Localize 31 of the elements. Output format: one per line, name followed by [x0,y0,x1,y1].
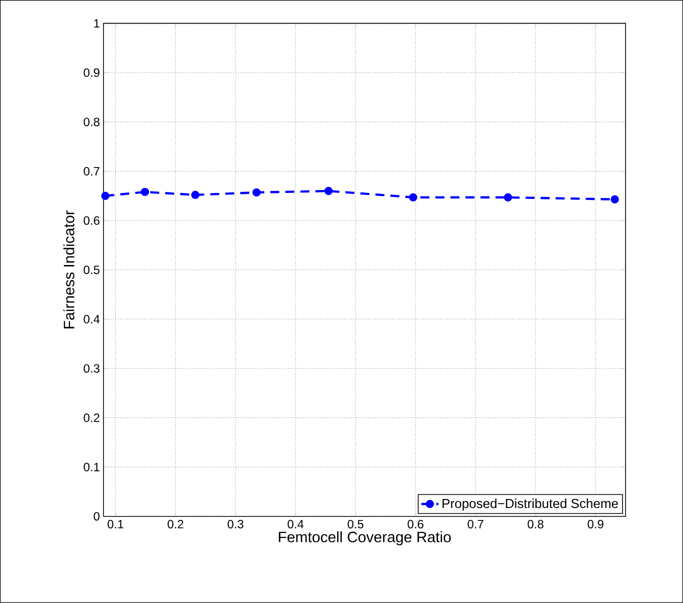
point [504,193,512,202]
point [252,188,261,197]
y-tick-label: 0.1 [84,462,100,472]
x-tick-label: 0.2 [168,520,184,528]
legend-label: Proposed−Distributed Scheme [442,498,618,511]
y-tick-label: 0.2 [84,414,100,422]
y-axis-title: Fairness Indicator [63,210,74,328]
point [101,192,110,200]
x-tick-label: 0.1 [108,520,124,528]
y-tick-label: 0.3 [84,364,100,373]
y-tick-label: 0.4 [84,314,100,324]
y-tick-label: 0.5 [84,266,100,274]
point [191,190,200,200]
y-tick-label: 0.8 [84,118,100,126]
x-tick-label: 0.4 [288,520,304,528]
y-tick-label: 0.6 [84,216,100,225]
point [140,188,150,196]
y-tick-label: 0 [94,512,100,521]
y-tick-label: 0.9 [84,68,100,77]
point [610,195,619,204]
y-tick-label: 0.7 [84,167,100,176]
x-axis-title: Femtocell Coverage Ratio [278,531,451,546]
x-tick-label: 0.5 [348,520,364,528]
point [409,193,418,202]
x-tick-label: 0.8 [528,520,544,528]
x-tick-label: 0.6 [408,520,424,528]
x-tick-label: 0.9 [588,520,604,528]
x-tick-label: 0.7 [468,520,484,528]
x-tick-label: 0.3 [228,520,244,528]
y-tick-label: 1 [94,19,100,28]
point [324,186,333,196]
